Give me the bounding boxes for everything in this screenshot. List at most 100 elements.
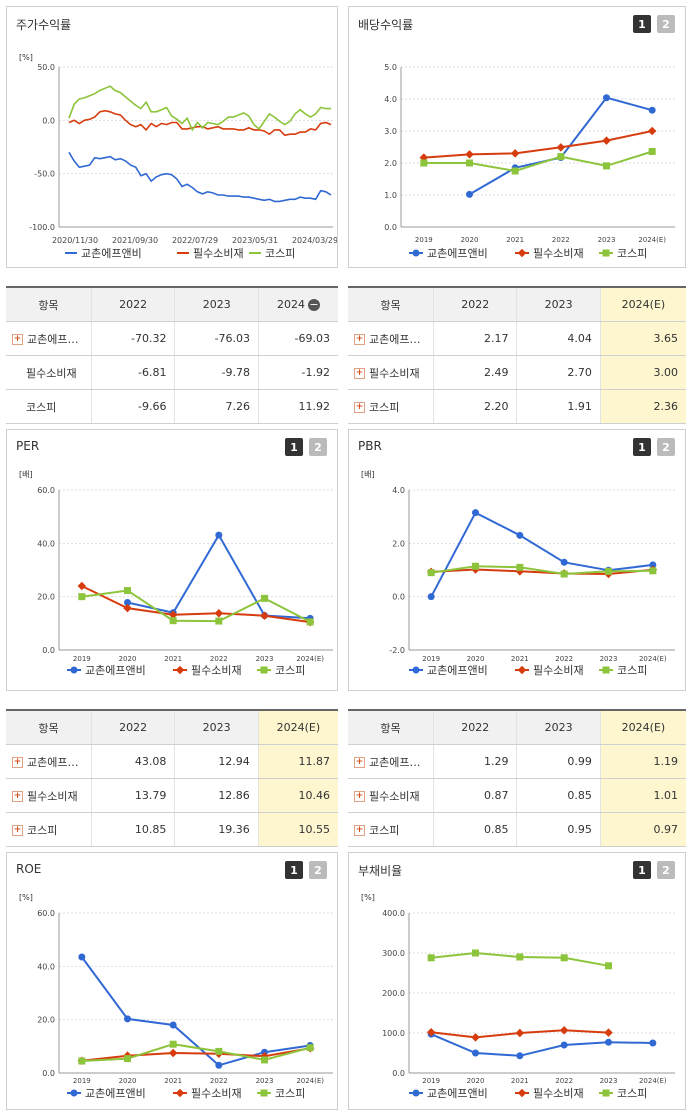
table-cell-value: 0.85 [516, 778, 601, 813]
y-tick-label: 300.0 [382, 949, 405, 958]
x-tick-label: 2020 [467, 1077, 485, 1085]
legend-marker [175, 1088, 185, 1098]
expand-icon[interactable]: + [354, 402, 365, 413]
y-tick-label: 1.0 [384, 191, 397, 200]
expand-icon[interactable]: + [12, 757, 23, 768]
x-tick-label: 2020 [119, 1077, 137, 1085]
panel-title: PER [16, 439, 40, 453]
page-2-button[interactable]: 2 [309, 438, 327, 456]
expand-icon[interactable]: + [12, 791, 23, 802]
data-point [124, 1015, 131, 1023]
page-1-button[interactable]: 1 [633, 861, 651, 879]
column-header-year: 2023 [174, 711, 259, 745]
panel-title: 주가수익률 [16, 18, 72, 32]
table-cell-value: 0.99 [516, 744, 601, 779]
expand-icon[interactable]: + [354, 791, 365, 802]
y-tick-label: 50.0 [37, 63, 55, 72]
page-1-button[interactable]: 1 [285, 861, 303, 879]
x-tick-label: 2024(E) [296, 1077, 324, 1085]
series-line-0 [430, 1033, 653, 1057]
data-point [261, 594, 268, 602]
x-tick-label: 2024/03/29 [292, 236, 337, 245]
x-tick-label: 2022 [210, 1077, 228, 1085]
x-tick-label: 2019 [73, 1077, 91, 1085]
collapse-icon[interactable]: − [308, 298, 321, 311]
page-1-button[interactable]: 1 [633, 15, 651, 33]
row-name: + 코스피 [348, 389, 435, 424]
data-point [420, 159, 428, 167]
x-tick-label: 2023/05/31 [232, 236, 278, 245]
data-point [78, 953, 86, 961]
series-line-1 [81, 585, 311, 624]
table-cell-value: 0.97 [600, 812, 686, 847]
row-name: + 필수소비재 [348, 355, 435, 390]
data-point [648, 106, 656, 114]
legend-marker [517, 1088, 527, 1098]
header-label: 2024 [277, 298, 306, 311]
data-table: 항목 2022 2023 2024(E) + 교촌에프… 2.17 4.04 3.65 + 필수소비… [348, 288, 686, 424]
column-header-item: 항목 [348, 711, 435, 745]
y-tick-label: -2.0 [389, 646, 405, 655]
page-1-button[interactable]: 1 [633, 438, 651, 456]
page-1-button[interactable]: 1 [285, 438, 303, 456]
expand-icon[interactable]: + [354, 368, 365, 379]
y-tick-label: 60.0 [37, 486, 55, 495]
column-header-year: 2023 [174, 288, 260, 322]
x-tick-label: 2021 [506, 236, 524, 244]
chart-pbr: [배] 4.0 2.0 0.0 -2.0 2019 2020 2021 2022 2023 2024… [361, 470, 675, 677]
expand-icon[interactable]: + [12, 825, 23, 836]
data-point [604, 1028, 613, 1037]
x-tick-label: 2024(E) [639, 1077, 667, 1085]
table-cell-value: -70.32 [91, 321, 176, 356]
table-row: 필수소비재 -6.81 -9.78 -1.92 [6, 355, 338, 390]
data-point [647, 126, 657, 136]
expand-icon[interactable]: + [354, 757, 365, 768]
table-cell-value: -76.03 [174, 321, 260, 356]
row-name: + 교촌에프… [348, 744, 435, 779]
column-header-item: 항목 [348, 288, 435, 322]
x-tick-label: 2020 [461, 236, 479, 244]
y-tick-label: 60.0 [37, 909, 55, 918]
header-label: 2022 [119, 298, 148, 311]
expand-icon[interactable]: + [354, 334, 365, 345]
data-point [124, 599, 131, 607]
table-cell-value: 1.01 [600, 778, 686, 813]
expand-icon[interactable]: + [354, 825, 365, 836]
expand-icon[interactable]: + [12, 334, 23, 345]
data-point [214, 608, 224, 618]
data-point [427, 569, 435, 577]
row-name: 필수소비재 [6, 355, 92, 390]
y-tick-label: 2.0 [384, 159, 397, 168]
table-cell-value: -6.81 [91, 355, 176, 390]
legend-marker [175, 665, 185, 675]
header-label: 항목 [38, 721, 59, 735]
legend-label: 필수소비재 [193, 247, 244, 260]
data-point [556, 143, 566, 152]
legend-marker [412, 1089, 420, 1097]
row-name: + 필수소비재 [348, 778, 435, 813]
page-2-button[interactable]: 2 [309, 861, 327, 879]
legend-label: 코스피 [617, 1087, 647, 1100]
column-header-year: 2022 [91, 288, 176, 322]
legend-label: 코스피 [265, 247, 295, 260]
row-label: 필수소비재 [369, 789, 420, 803]
page-2-button[interactable]: 2 [657, 438, 675, 456]
legend-label: 코스피 [275, 1087, 305, 1100]
data-point [168, 610, 178, 620]
page-2-button[interactable]: 2 [657, 15, 675, 33]
y-tick-label: 0.0 [392, 1069, 405, 1078]
column-header-year: 2024(E) [600, 288, 686, 322]
y-tick-label: 4.0 [384, 95, 397, 104]
page-2-button[interactable]: 2 [657, 861, 675, 879]
data-point [516, 1052, 524, 1060]
legend-marker [517, 248, 527, 258]
series-line-0 [430, 511, 653, 598]
table-stock-return: 항목 2022 2023 2024− + 교촌에프… -70.32 -76.03 -69.03 필… [6, 286, 338, 424]
series-line-2 [431, 565, 653, 576]
table-cell-value: -69.03 [258, 321, 338, 356]
table-row: + 교촌에프… 43.08 12.94 11.87 [6, 744, 338, 779]
